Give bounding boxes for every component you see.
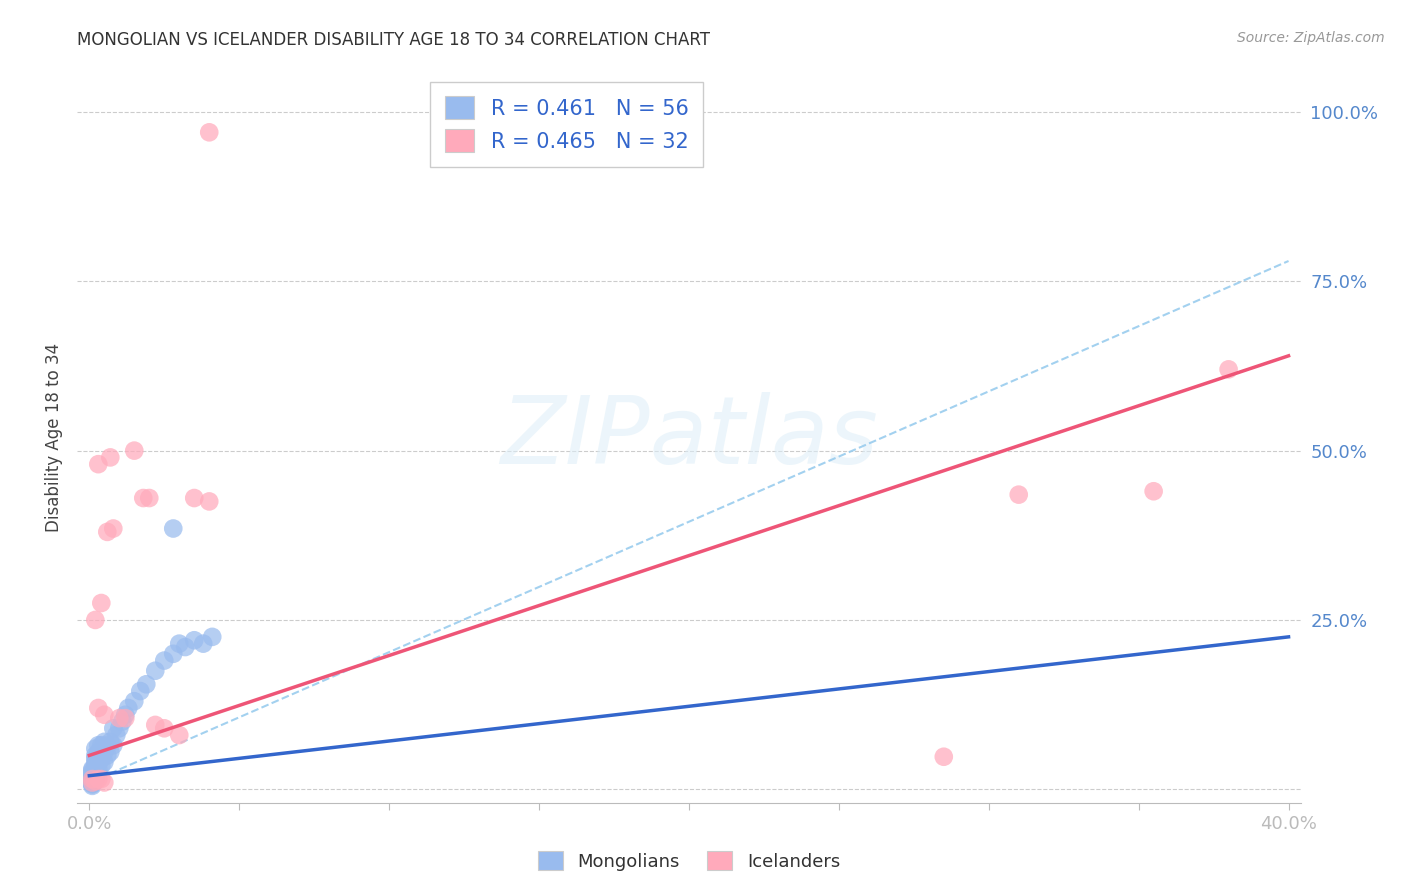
Point [84,762,107,776]
Text: Source: ZipAtlas.com: Source: ZipAtlas.com [1237,31,1385,45]
Point [98,745,121,759]
Point [90,596,112,610]
Point [82,772,104,786]
Point [114,707,136,722]
Point [198,494,221,508]
Point [132,491,155,505]
Point [90,772,112,786]
Point [932,749,955,764]
Point [93,755,115,769]
Point [87,752,110,766]
Point [87,457,110,471]
Point [90,745,112,759]
Y-axis label: Disability Age 18 to 34: Disability Age 18 to 34 [45,343,63,532]
Point [82,775,104,789]
Point [82,775,104,789]
Point [90,758,112,772]
Point [114,711,136,725]
Point [93,775,115,789]
Point [82,777,104,791]
Point [124,694,146,708]
Legend: Mongolians, Icelanders: Mongolians, Icelanders [530,844,848,878]
Point [1008,488,1031,502]
Point [108,721,131,735]
Point [143,718,166,732]
Text: MONGOLIAN VS ICELANDER DISABILITY AGE 18 TO 34 CORRELATION CHART: MONGOLIAN VS ICELANDER DISABILITY AGE 18… [77,31,710,49]
Point [153,721,176,735]
Point [84,758,107,772]
Point [183,633,205,648]
Point [201,630,224,644]
Point [1218,362,1240,376]
Point [84,765,107,780]
Point [87,772,110,786]
Point [82,764,104,778]
Point [93,735,115,749]
Point [84,741,107,756]
Point [93,707,115,722]
Point [103,738,125,752]
Point [82,779,104,793]
Point [87,756,110,771]
Point [162,647,184,661]
Point [82,767,104,781]
Point [87,701,110,715]
Point [117,701,139,715]
Point [143,664,166,678]
Point [174,640,197,654]
Point [198,125,221,139]
Point [82,769,104,783]
Point [129,684,152,698]
Point [84,770,107,784]
Point [103,721,125,735]
Point [84,752,107,766]
Point [138,491,160,505]
Point [96,738,118,752]
Point [124,443,146,458]
Point [82,777,104,792]
Point [162,521,184,535]
Point [153,654,176,668]
Point [98,450,121,465]
Point [193,637,215,651]
Point [1143,484,1166,499]
Point [108,711,131,725]
Point [135,677,157,691]
Point [82,773,104,788]
Point [103,521,125,535]
Point [169,637,191,651]
Point [87,738,110,752]
Point [169,728,191,742]
Point [84,767,107,781]
Point [96,748,118,763]
Point [111,714,134,729]
Point [82,765,104,780]
Point [588,105,610,120]
Point [84,613,107,627]
Point [96,524,118,539]
Point [90,752,112,766]
Point [87,745,110,759]
Point [87,762,110,776]
Point [82,772,104,786]
Point [82,762,104,776]
Point [90,738,112,752]
Point [183,491,205,505]
Point [105,728,128,742]
Point [84,755,107,769]
Point [82,774,104,789]
Point [82,771,104,785]
Point [93,745,115,759]
Point [84,774,107,789]
Point [84,748,107,763]
Text: ZIPatlas: ZIPatlas [501,392,877,483]
Point [98,735,121,749]
